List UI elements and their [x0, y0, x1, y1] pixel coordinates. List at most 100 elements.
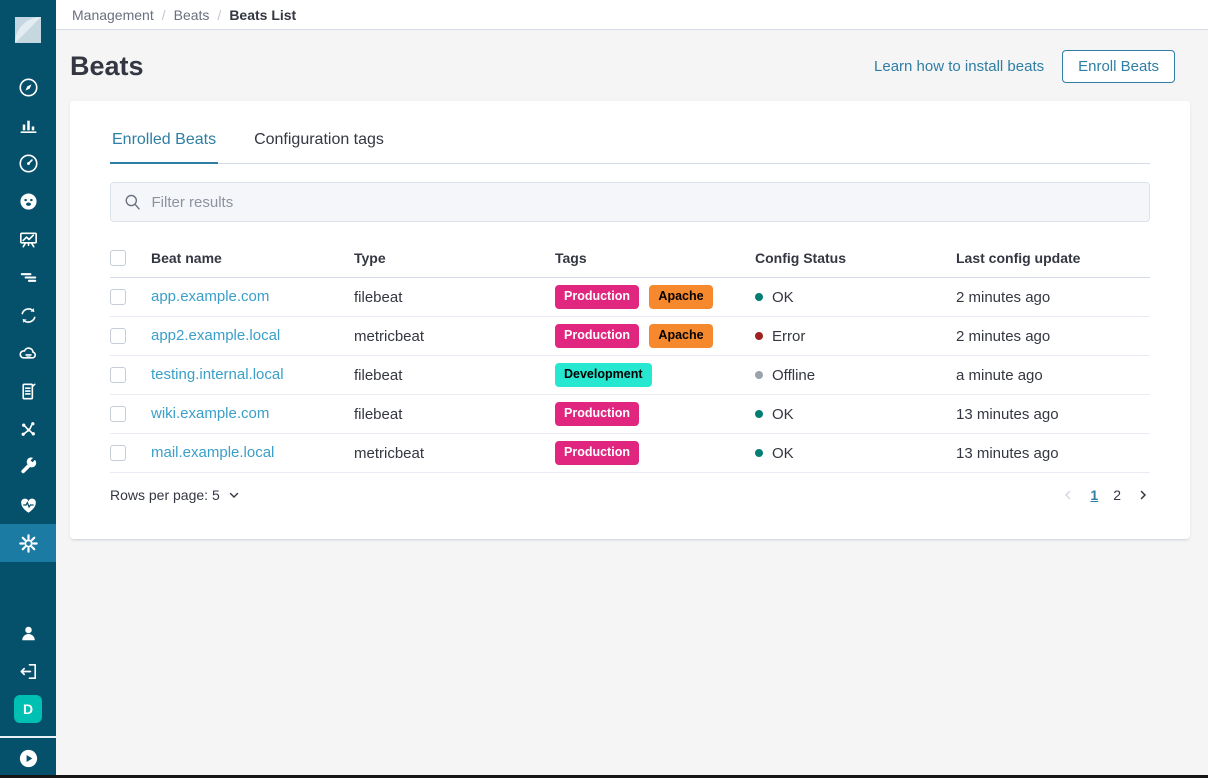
sidebar-item-visualize[interactable] — [0, 106, 56, 144]
beat-name-link[interactable]: app.example.com — [151, 288, 270, 305]
last-config-update: 13 minutes ago — [956, 405, 1059, 423]
sidebar-item-dev-tools[interactable] — [0, 448, 56, 486]
row-checkbox[interactable] — [110, 406, 126, 422]
sidebar-item-discover[interactable] — [0, 68, 56, 106]
sidebar-item-graph[interactable] — [0, 410, 56, 448]
graph-nodes-icon — [21, 421, 35, 436]
sidebar-item-monitoring[interactable] — [0, 486, 56, 524]
page-number-2[interactable]: 2 — [1113, 487, 1121, 503]
row-checkbox[interactable] — [110, 328, 126, 344]
status-dot — [755, 449, 763, 457]
beat-name-link[interactable]: testing.internal.local — [151, 366, 284, 383]
tag-badge[interactable]: Production — [555, 324, 639, 348]
sidebar-item-apm[interactable] — [0, 296, 56, 334]
table-header-row: Beat name Type Tags Config Status Last c… — [110, 238, 1150, 278]
page-number-1[interactable]: 1 — [1090, 487, 1099, 503]
last-config-update: 13 minutes ago — [956, 444, 1059, 462]
last-config-update: a minute ago — [956, 366, 1043, 384]
tab-configuration-tags[interactable]: Configuration tags — [254, 131, 384, 148]
tag-badge[interactable]: Production — [555, 441, 639, 465]
learn-install-link[interactable]: Learn how to install beats — [874, 58, 1045, 75]
chevron-left-icon — [1065, 490, 1071, 500]
sidebar-item-logs[interactable] — [0, 372, 56, 410]
tag-badge[interactable]: Development — [555, 363, 652, 387]
column-header-config-status: Config Status — [755, 249, 846, 266]
sidebar-collapse-button[interactable] — [0, 738, 56, 778]
search-icon — [125, 194, 140, 210]
tag-badge[interactable]: Apache — [649, 285, 713, 309]
sidebar-item-uptime[interactable] — [0, 334, 56, 372]
sidebar-divider — [0, 736, 56, 738]
heartbeat-icon — [20, 498, 36, 513]
gauge-icon — [18, 153, 38, 173]
beat-type: metricbeat — [354, 444, 425, 462]
lines-icon — [20, 272, 36, 282]
sidebar-item-account[interactable] — [0, 614, 56, 652]
cloud-icon — [18, 346, 36, 359]
status-dot — [755, 293, 763, 301]
pagination: 1 2 — [1061, 487, 1150, 503]
config-status: Error — [755, 328, 956, 345]
rows-per-page-selector[interactable]: Rows per page: 5 — [110, 487, 241, 503]
easel-chart-icon — [19, 231, 37, 248]
gear-icon — [18, 533, 38, 553]
beat-name-link[interactable]: wiki.example.com — [151, 405, 270, 422]
beat-type: filebeat — [354, 405, 403, 423]
beat-name-link[interactable]: app2.example.local — [151, 327, 281, 344]
enroll-beats-button[interactable]: Enroll Beats — [1062, 50, 1175, 83]
status-dot — [755, 371, 763, 379]
row-checkbox[interactable] — [110, 367, 126, 383]
next-page-button[interactable] — [1136, 488, 1150, 502]
user-icon — [21, 626, 35, 640]
filter-bar — [110, 182, 1150, 222]
circular-arrows-icon — [20, 307, 36, 323]
column-header-last-config-update: Last config update — [956, 249, 1081, 266]
status-dot — [755, 332, 763, 340]
beats-table: Beat name Type Tags Config Status Last c… — [110, 238, 1150, 473]
config-status: Offline — [755, 367, 956, 384]
scroll-icon — [21, 382, 36, 400]
table-row: app.example.com filebeat Production Apac… — [110, 278, 1150, 317]
space-badge[interactable]: D — [14, 695, 42, 723]
screen-bottom-edge — [0, 775, 1208, 778]
wrench-icon — [20, 456, 36, 473]
tag-badge[interactable]: Production — [555, 285, 639, 309]
select-all-checkbox[interactable] — [110, 249, 126, 266]
tag-badge[interactable]: Apache — [649, 324, 713, 348]
beat-type: filebeat — [354, 366, 403, 384]
tag-badge[interactable]: Production — [555, 402, 639, 426]
column-header-tags: Tags — [555, 249, 587, 266]
kibana-logo[interactable] — [10, 12, 46, 48]
chevron-right-icon — [1140, 490, 1147, 500]
beat-type: metricbeat — [354, 327, 425, 345]
sidebar-item-machine-learning[interactable] — [0, 220, 56, 258]
beat-name-link[interactable]: mail.example.local — [151, 444, 275, 461]
sidebar-item-canvas[interactable] — [0, 182, 56, 220]
tab-enrolled-beats[interactable]: Enrolled Beats — [110, 127, 219, 164]
rows-per-page-label: Rows per page: 5 — [110, 487, 220, 503]
page-title: Beats — [70, 51, 144, 81]
previous-page-button[interactable] — [1061, 488, 1075, 502]
exit-icon — [19, 663, 36, 679]
table-row: app2.example.local metricbeat Production… — [110, 317, 1150, 356]
breadcrumb-separator: / — [217, 6, 222, 23]
breadcrumb: Management / Beats / Beats List — [56, 0, 1208, 30]
status-dot — [755, 410, 763, 418]
status-label: Error — [772, 327, 806, 345]
status-label: OK — [772, 444, 794, 462]
sidebar-item-management[interactable] — [0, 524, 56, 562]
status-label: Offline — [772, 366, 816, 384]
bar-chart-icon — [19, 120, 37, 133]
breadcrumb-beats[interactable]: Beats — [173, 6, 210, 23]
row-checkbox[interactable] — [110, 289, 126, 305]
play-circle-icon — [19, 749, 37, 767]
breadcrumb-management[interactable]: Management — [72, 6, 154, 23]
beat-type: filebeat — [354, 288, 403, 306]
sidebar-item-dashboard[interactable] — [0, 144, 56, 182]
breadcrumb-current: Beats List — [229, 6, 297, 23]
row-checkbox[interactable] — [110, 445, 126, 461]
sidebar-item-logout[interactable] — [0, 652, 56, 690]
filter-input[interactable] — [151, 193, 1136, 211]
sidebar-item-infrastructure[interactable] — [0, 258, 56, 296]
main-content: Management / Beats / Beats List Beats Le… — [56, 0, 1208, 778]
